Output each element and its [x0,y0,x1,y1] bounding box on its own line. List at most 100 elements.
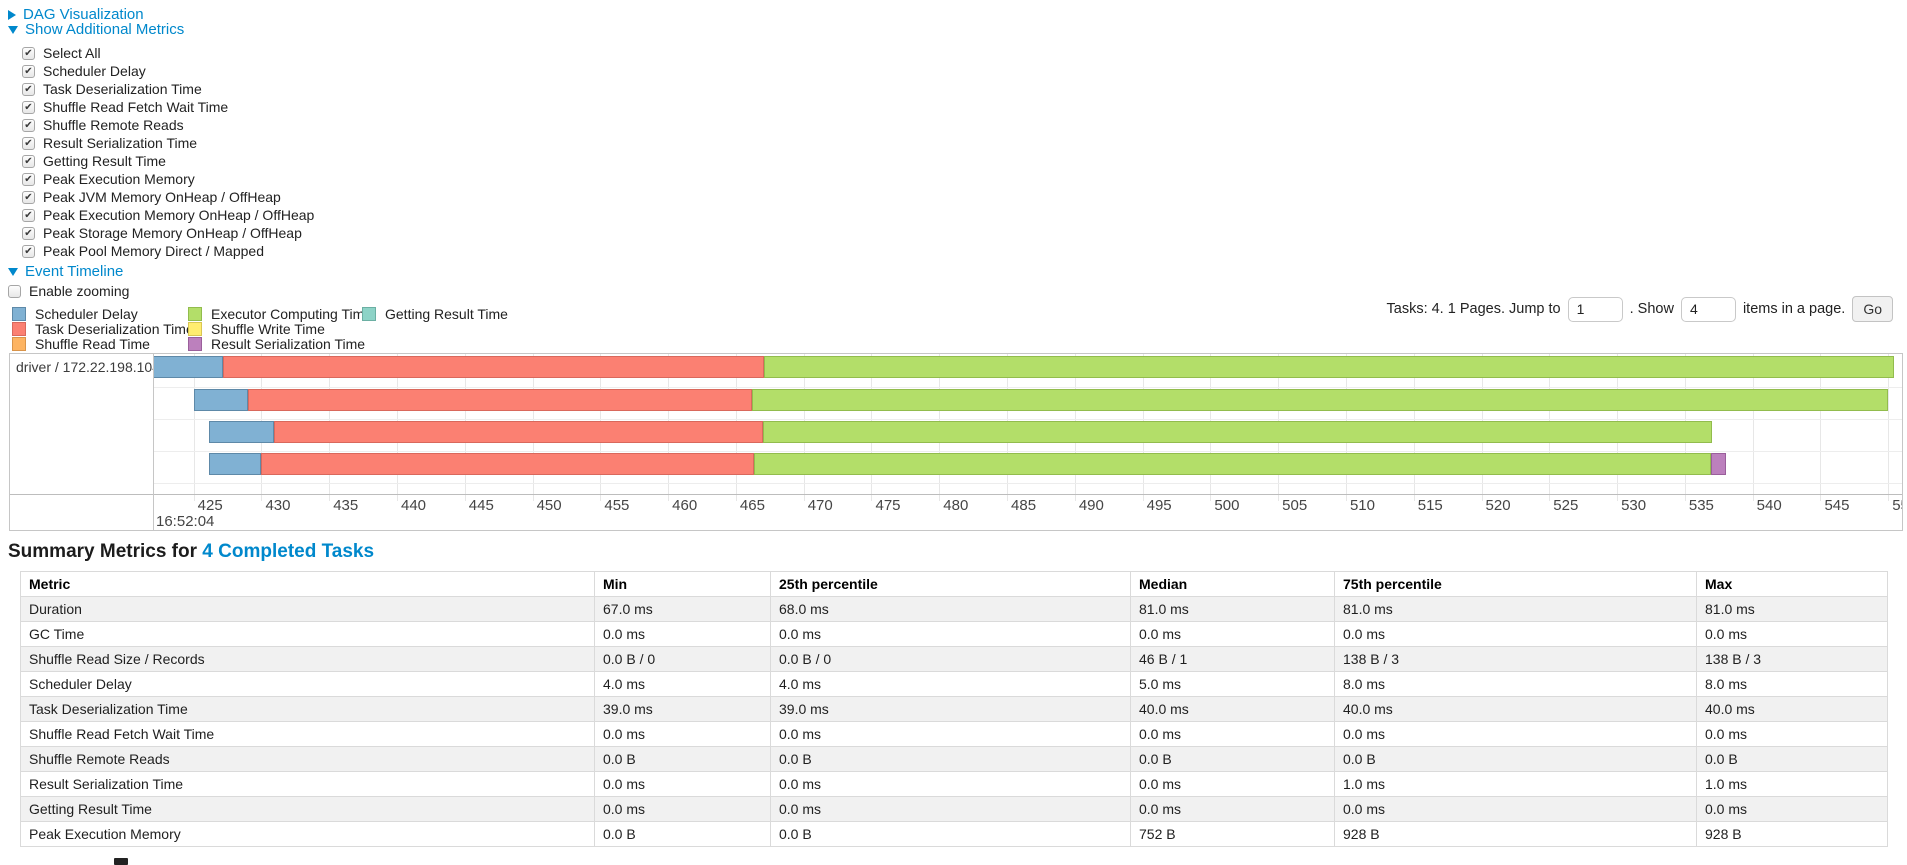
clipped-next-section-text [114,858,128,865]
metric-checkbox-item: ✔ Peak Pool Memory Direct / Mapped [22,242,314,260]
task-segment-executor-computing[interactable] [753,453,1711,475]
metric-checkbox-item: ✔ Getting Result Time [22,152,314,170]
task-segment-task-deserialization[interactable] [261,453,754,475]
enable-zooming-label: Enable zooming [29,283,130,299]
task-segment-executor-computing[interactable] [764,356,1894,378]
timeline-tick-label: 460 [672,497,698,514]
timeline-tick-label: 515 [1417,497,1443,514]
metric-checkbox[interactable]: ✔ [22,64,35,78]
task-segment-scheduler-delay[interactable] [208,421,274,443]
summary-metric-value: 39.0 ms [594,696,771,722]
summary-metric-value: 8.0 ms [1696,671,1888,697]
summary-metric-value: 138 B / 3 [1696,646,1888,672]
summary-metric-name: Getting Result Time [20,796,595,822]
timeline-tick-label: 470 [807,497,833,514]
summary-metric-value: 928 B [1334,821,1697,847]
summary-metric-value: 4.0 ms [770,671,1131,697]
task-segment-task-deserialization[interactable] [223,356,765,378]
metric-checkbox[interactable]: ✔ [22,46,35,60]
enable-zooming-row: Enable zooming [8,282,129,300]
metric-checkbox[interactable]: ✔ [22,100,35,114]
metric-checkbox[interactable]: ✔ [22,190,35,204]
summary-metric-value: 8.0 ms [1334,671,1697,697]
legend-item: Executor Computing Time [188,306,372,322]
task-segment-scheduler-delay[interactable] [193,389,248,411]
metric-checkbox-label: Getting Result Time [43,153,166,169]
metric-checkbox-label: Peak Pool Memory Direct / Mapped [43,243,264,259]
timeline-gridline [1752,354,1754,501]
timeline-tick-label: 435 [333,497,359,514]
chevron-right-icon [8,9,16,20]
task-segment-result-serialization[interactable] [1710,453,1726,475]
metric-checkbox[interactable]: ✔ [22,82,35,96]
event-timeline-toggle[interactable]: Event Timeline [8,263,123,280]
task-segment-task-deserialization[interactable] [247,389,753,411]
summary-metric-value: 81.0 ms [1696,596,1888,622]
metric-checkbox-label: Shuffle Read Fetch Wait Time [43,99,229,115]
legend-label: Executor Computing Time [211,305,373,322]
show-label: . Show [1629,301,1674,317]
summary-metric-value: 1.0 ms [1696,771,1888,797]
metric-checkbox-item: ✔ Shuffle Read Fetch Wait Time [22,98,314,116]
show-additional-metrics-toggle[interactable]: Show Additional Metrics [8,21,184,38]
metric-checkbox[interactable]: ✔ [22,118,35,132]
timeline-tick-label: 500 [1214,497,1240,514]
summary-metric-name: Shuffle Read Fetch Wait Time [20,721,595,747]
timeline-axis-line [10,494,1902,495]
summary-metrics-table: Metric Min 25th percentile Median 75th perce… [20,571,1888,847]
enable-zooming-checkbox[interactable] [8,284,21,298]
metric-checkbox[interactable]: ✔ [22,244,35,258]
metric-checkbox-item: ✔ Peak JVM Memory OnHeap / OffHeap [22,188,314,206]
task-segment-executor-computing[interactable] [763,421,1712,443]
metric-checkbox-label: Peak Storage Memory OnHeap / OffHeap [43,225,302,241]
summary-metric-value: 81.0 ms [1130,596,1335,622]
summary-metric-value: 0.0 ms [594,771,771,797]
legend-item: Task Deserialization Time [12,321,194,337]
summary-metric-value: 0.0 ms [1696,721,1888,747]
jump-to-page-input[interactable] [1567,296,1623,322]
task-segment-task-deserialization[interactable] [273,421,764,443]
metric-checkbox-item: ✔ Select All [22,44,314,62]
summary-metric-value: 0.0 ms [770,721,1131,747]
timeline-tick-label: 430 [265,497,291,514]
metric-checkbox[interactable]: ✔ [22,136,35,150]
timeline-tick-label: 520 [1485,497,1511,514]
timeline-tick-label: 455 [604,497,630,514]
task-segment-scheduler-delay[interactable] [153,356,224,378]
task-segment-executor-computing[interactable] [752,389,1889,411]
show-additional-metrics-label: Show Additional Metrics [25,21,185,38]
summary-metric-value: 1.0 ms [1334,771,1697,797]
summary-metric-name: Shuffle Remote Reads [20,746,595,772]
summary-metric-name: Peak Execution Memory [20,821,595,847]
metric-checkbox[interactable]: ✔ [22,226,35,240]
completed-tasks-link[interactable]: 4 Completed Tasks [202,541,375,562]
summary-metric-value: 4.0 ms [594,671,771,697]
summary-metric-value: 0.0 ms [1130,621,1335,647]
metric-checkbox-item: ✔ Shuffle Remote Reads [22,116,314,134]
summary-heading-text: Summary Metrics for [8,541,198,562]
timeline-tick-label: 535 [1688,497,1714,514]
dag-visualization-toggle[interactable]: DAG Visualization [8,6,144,23]
summary-metric-value: 0.0 B [594,746,771,772]
summary-metric-value: 67.0 ms [594,596,771,622]
metric-checkbox-label: Task Deserialization Time [43,81,202,97]
timeline-row-divider [153,386,1902,388]
metric-checkbox-label: Scheduler Delay [43,63,146,79]
summary-metric-name: Shuffle Read Size / Records [20,646,595,672]
metric-checkbox[interactable]: ✔ [22,208,35,222]
metric-checkbox[interactable]: ✔ [22,172,35,186]
go-button[interactable]: Go [1852,296,1893,322]
metric-checkbox[interactable]: ✔ [22,154,35,168]
legend-swatch-icon [362,306,376,321]
metric-checkbox-item: ✔ Peak Execution Memory OnHeap / OffHeap [22,206,314,224]
summary-metric-value: 752 B [1130,821,1335,847]
summary-table-row: Peak Execution Memory 0.0 B 0.0 B 752 B 928 … [20,821,1888,847]
summary-metric-value: 0.0 B [1334,746,1697,772]
tasks-count-label: Tasks: 4. 1 Pages. Jump to [1386,301,1561,317]
task-segment-scheduler-delay[interactable] [208,453,262,475]
legend-label: Getting Result Time [385,305,508,322]
items-per-page-input[interactable] [1680,296,1736,322]
metric-checkbox-item: ✔ Peak Storage Memory OnHeap / OffHeap [22,224,314,242]
chevron-down-icon [8,267,18,276]
